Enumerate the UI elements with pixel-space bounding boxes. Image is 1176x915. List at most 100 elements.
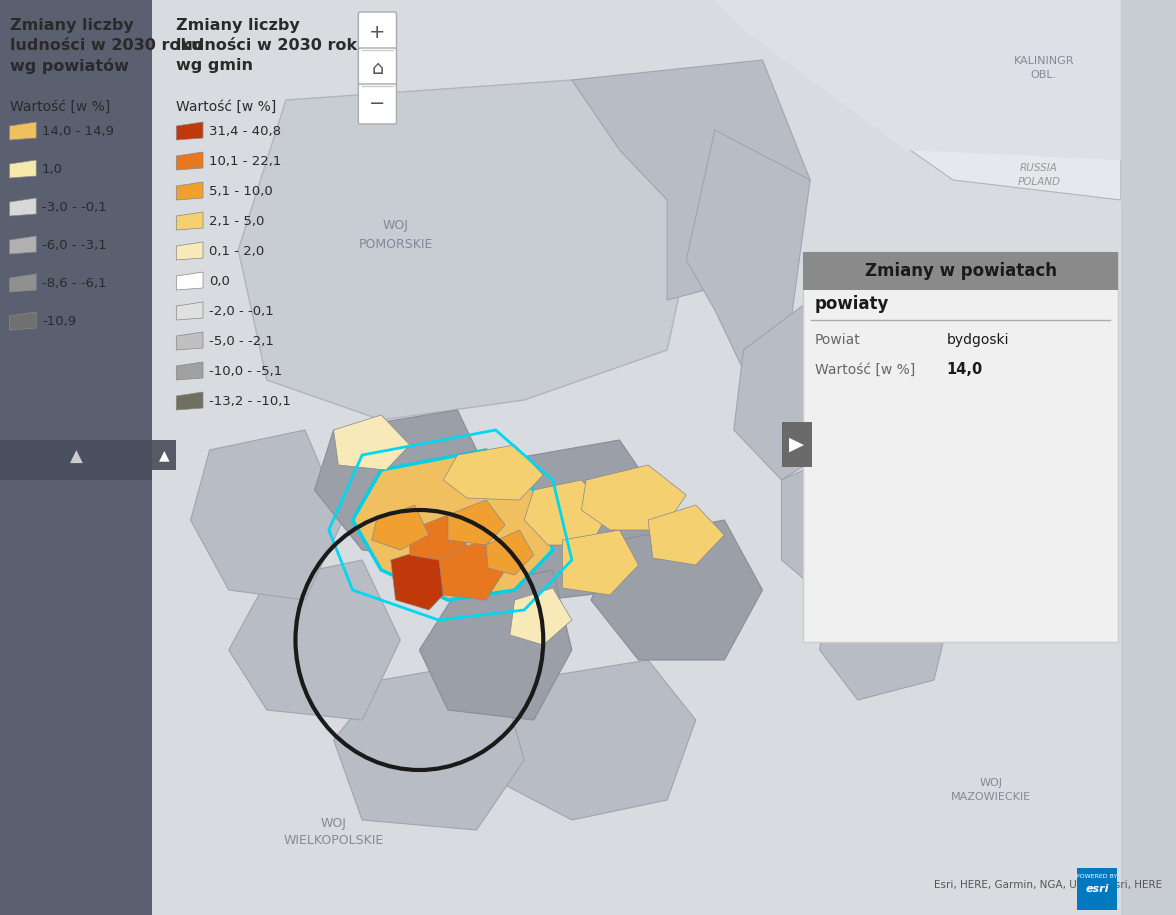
Polygon shape [153,0,1121,915]
Polygon shape [581,465,687,530]
Polygon shape [9,122,36,140]
Text: 31,4 - 40,8: 31,4 - 40,8 [208,124,281,137]
Text: Wartość [w %]: Wartość [w %] [9,100,109,114]
Polygon shape [439,540,506,600]
Bar [0,0,153,915]
Text: Powiat: Powiat [815,333,861,347]
Text: 0,0: 0,0 [208,274,229,287]
Polygon shape [314,410,495,560]
Polygon shape [443,445,543,500]
Bar [0,440,153,480]
Text: 14,0 - 14,9: 14,0 - 14,9 [42,124,114,137]
Polygon shape [734,300,857,480]
Text: ▲: ▲ [159,448,169,462]
Polygon shape [510,588,572,645]
Text: RUSSIA
POLAND: RUSSIA POLAND [1017,163,1061,187]
Polygon shape [176,392,203,410]
Polygon shape [176,212,203,230]
Text: -3,0 - -0,1: -3,0 - -0,1 [42,200,107,213]
Text: 1,0: 1,0 [42,163,64,176]
Polygon shape [562,530,639,595]
Polygon shape [448,500,506,545]
Polygon shape [687,130,810,370]
Polygon shape [176,362,203,380]
Text: 10,1 - 22,1: 10,1 - 22,1 [208,155,281,167]
Polygon shape [353,450,553,600]
Polygon shape [486,440,667,600]
Polygon shape [334,415,409,470]
Polygon shape [409,515,467,560]
Polygon shape [486,530,534,575]
Polygon shape [176,182,203,200]
Text: Zmiany w powiatach: Zmiany w powiatach [864,262,1057,280]
Text: 0,1 - 2,0: 0,1 - 2,0 [208,244,263,257]
Polygon shape [191,430,343,600]
FancyBboxPatch shape [359,84,396,124]
Text: Wartość [w %]: Wartość [w %] [176,100,276,114]
Text: WOJ
MAZOWIECKIE: WOJ MAZOWIECKIE [951,778,1031,802]
Polygon shape [9,236,36,254]
Text: 5,1 - 10,0: 5,1 - 10,0 [208,185,273,198]
Polygon shape [648,505,724,565]
FancyBboxPatch shape [359,12,396,52]
Polygon shape [239,80,715,420]
Text: -10,0 - -5,1: -10,0 - -5,1 [208,364,282,378]
Bar [153,0,1121,915]
Text: ⌂: ⌂ [372,59,383,78]
Text: Wartość [w %]: Wartość [w %] [815,363,915,377]
FancyBboxPatch shape [359,48,396,88]
Text: 2,1 - 5,0: 2,1 - 5,0 [208,214,265,228]
Polygon shape [334,660,524,830]
Text: esri: esri [1085,884,1109,894]
Polygon shape [9,160,36,178]
Bar [1077,868,1117,910]
Text: WOJ
WIELKOPOLSKIE: WOJ WIELKOPOLSKIE [283,816,383,847]
Text: -2,0 - -0,1: -2,0 - -0,1 [208,305,274,318]
Text: KALININGR
OBL.: KALININGR OBL. [1014,56,1074,80]
Text: ▶: ▶ [789,435,804,454]
Text: 14,0: 14,0 [947,362,983,378]
Text: Zmiany liczby
ludności w 2030 roku
wg powiatów: Zmiany liczby ludności w 2030 roku wg po… [9,18,202,74]
Polygon shape [820,540,953,700]
Text: -13,2 - -10,1: -13,2 - -10,1 [208,394,290,407]
Polygon shape [176,152,203,170]
Bar [153,440,176,470]
Bar [803,252,1118,290]
Polygon shape [572,60,810,300]
Text: -10,9: -10,9 [42,315,76,328]
Polygon shape [524,480,610,545]
Polygon shape [176,242,203,260]
Polygon shape [229,560,400,720]
Polygon shape [495,660,696,820]
Polygon shape [176,332,203,350]
Polygon shape [838,0,1121,200]
Text: −: − [369,94,386,113]
Text: Zmiany liczby
ludności w 2030 roku
wg gmin: Zmiany liczby ludności w 2030 roku wg gm… [176,18,369,72]
Polygon shape [9,274,36,292]
Text: -5,0 - -2,1: -5,0 - -2,1 [208,335,274,348]
Polygon shape [176,272,203,290]
Bar [782,422,813,467]
Text: +: + [369,23,386,41]
Text: WOJ
POMORSKIE: WOJ POMORSKIE [359,220,433,251]
Text: -8,6 - -6,1: -8,6 - -6,1 [42,276,107,289]
Text: ▲: ▲ [69,448,82,466]
Polygon shape [590,520,762,660]
Text: powiaty: powiaty [815,295,889,313]
Text: POWERED BY: POWERED BY [1076,875,1117,879]
Polygon shape [782,450,906,600]
Bar [0,0,343,915]
Polygon shape [810,0,1121,300]
Polygon shape [390,545,457,610]
Polygon shape [420,570,572,720]
Text: -6,0 - -3,1: -6,0 - -3,1 [42,239,107,252]
Polygon shape [9,312,36,330]
Bar [803,252,1118,642]
Polygon shape [176,302,203,320]
Text: Esri, HERE, Garmin, NGA, USGS | Esri, HERE: Esri, HERE, Garmin, NGA, USGS | Esri, HE… [935,879,1162,890]
Polygon shape [372,505,429,550]
Polygon shape [9,198,36,216]
Polygon shape [715,0,1121,160]
Polygon shape [176,122,203,140]
Text: bydgoski: bydgoski [947,333,1009,347]
